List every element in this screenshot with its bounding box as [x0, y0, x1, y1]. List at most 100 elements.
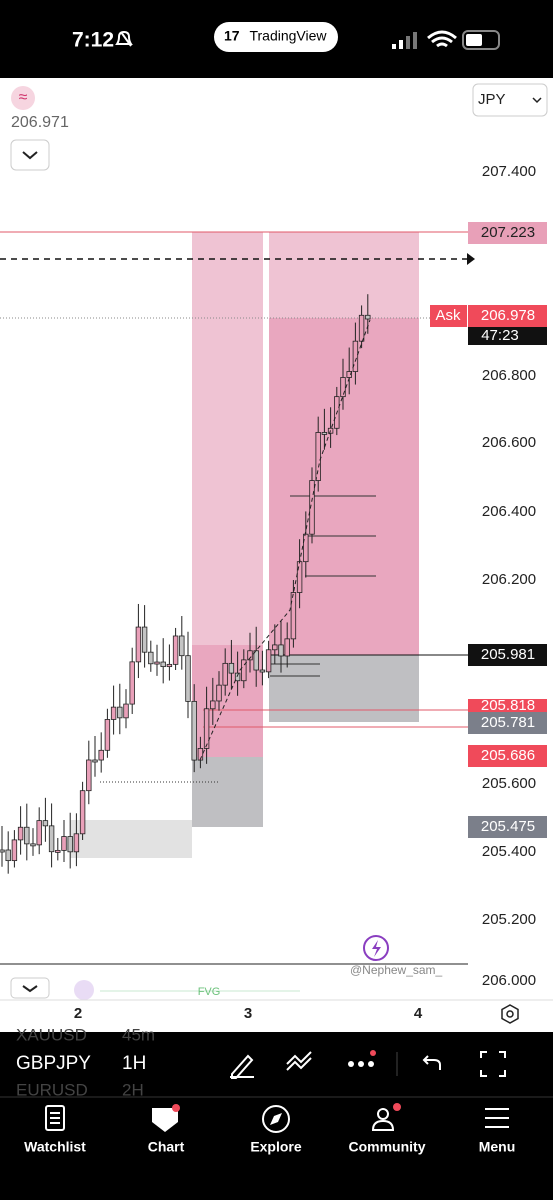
price-tag: [468, 699, 547, 713]
candle-body: [67, 836, 73, 853]
tab-label[interactable]: Chart: [148, 1139, 185, 1155]
candle-body: [315, 432, 321, 481]
candle-body: [172, 635, 179, 665]
bolt-icon[interactable]: [363, 935, 389, 961]
candle-body: [117, 706, 123, 719]
zone: [269, 655, 419, 722]
candle-body: [340, 377, 346, 398]
currency-select[interactable]: [472, 83, 548, 117]
price-label: 207.400: [482, 163, 536, 180]
price-tag-text: 205.981: [481, 646, 535, 663]
tab-bar: [0, 1096, 553, 1200]
candle-body: [222, 662, 228, 686]
price-tag-text: 205.686: [481, 747, 535, 764]
more-button[interactable]: [348, 1061, 374, 1067]
app-logo: 17: [224, 28, 240, 44]
settings-dot: [506, 1010, 514, 1018]
candle-body: [30, 843, 36, 847]
candle-body: [61, 836, 67, 851]
candle-body: [42, 820, 49, 827]
price-label: 206.600: [482, 434, 536, 451]
settings-icon[interactable]: [501, 1004, 519, 1024]
tab-label[interactable]: Menu: [479, 1139, 516, 1155]
candle-body: [17, 826, 24, 841]
candle-body: [129, 661, 135, 705]
chart-icon[interactable]: [152, 1108, 178, 1132]
prev-symbol: XAUUSD: [16, 1025, 87, 1044]
tab-label[interactable]: Community: [349, 1139, 426, 1155]
h-rays: [270, 495, 376, 677]
app-pill[interactable]: [214, 22, 338, 52]
candle-body: [259, 669, 266, 673]
symbol-glyph: ≈: [19, 89, 28, 106]
collapse-button[interactable]: [10, 977, 50, 999]
mute-icon: [115, 30, 133, 47]
watchlist-lines: [50, 1112, 60, 1124]
candle-body: [358, 314, 365, 342]
price-tag: [468, 816, 547, 838]
signal: [392, 32, 417, 49]
battery: [462, 30, 500, 50]
candle-body: [135, 626, 142, 663]
candle-body: [154, 661, 160, 665]
currency: JPY: [478, 91, 506, 108]
ask-label: Ask: [435, 307, 461, 324]
candle-body: [160, 661, 166, 668]
toolbar: [0, 1032, 553, 1096]
watchlist-icon[interactable]: [45, 1105, 65, 1131]
symbol[interactable]: GBPJPY: [16, 1053, 91, 1074]
replay-icon[interactable]: [74, 980, 94, 1000]
candle-body: [272, 644, 278, 651]
menu-icon[interactable]: [485, 1108, 509, 1128]
next-symbol: EURUSD: [16, 1080, 88, 1099]
candle-body: [79, 790, 86, 835]
zone: [192, 645, 263, 757]
candle-body: [290, 592, 297, 640]
chevron: [22, 151, 38, 160]
price-label: 205.600: [482, 775, 536, 792]
candle-body: [98, 749, 104, 761]
interval[interactable]: 1H: [122, 1053, 146, 1074]
indicator-label: FVG: [198, 986, 221, 998]
draw-tool[interactable]: [230, 1054, 254, 1079]
header-price: 206.971: [11, 114, 69, 131]
watermark: @Nephew_sam_: [350, 963, 443, 977]
price-tag: [468, 745, 547, 767]
candle-body: [216, 684, 222, 702]
chevron: [532, 97, 542, 104]
candle-body: [210, 700, 216, 710]
price-label: 206.000: [482, 972, 536, 989]
price-tag-text: 206.978: [481, 307, 535, 324]
pattern-tool[interactable]: [286, 1051, 312, 1071]
zone: [192, 232, 263, 645]
undo[interactable]: [422, 1055, 441, 1070]
candle-body: [0, 849, 5, 853]
candle-body: [48, 825, 55, 853]
price-label: 206.800: [482, 367, 536, 384]
community-icon[interactable]: [377, 1108, 389, 1120]
candle-body: [5, 849, 11, 862]
community-body: [371, 1119, 395, 1131]
candle-body: [203, 708, 210, 749]
price-tag: [468, 644, 547, 666]
candle-body: [352, 340, 359, 372]
countdown-tag: [468, 327, 547, 345]
time-label: 4: [414, 1005, 423, 1022]
battery-level: [466, 34, 482, 46]
price-tag: [468, 305, 547, 327]
candle-body: [148, 651, 154, 665]
price-label: 205.400: [482, 843, 536, 860]
candle-body: [346, 371, 352, 378]
fullscreen[interactable]: [480, 1051, 506, 1077]
candle-body: [228, 662, 235, 674]
candle-body: [92, 759, 98, 763]
candle-body: [36, 820, 42, 846]
zone: [70, 820, 192, 858]
tab-label[interactable]: Explore: [250, 1139, 302, 1155]
price-label: 206.400: [482, 503, 536, 520]
expand-button[interactable]: [10, 139, 50, 171]
candle-body: [253, 650, 259, 671]
tab-label[interactable]: Watchlist: [24, 1139, 86, 1155]
explore-icon[interactable]: [262, 1105, 290, 1133]
candle-body: [24, 826, 30, 845]
